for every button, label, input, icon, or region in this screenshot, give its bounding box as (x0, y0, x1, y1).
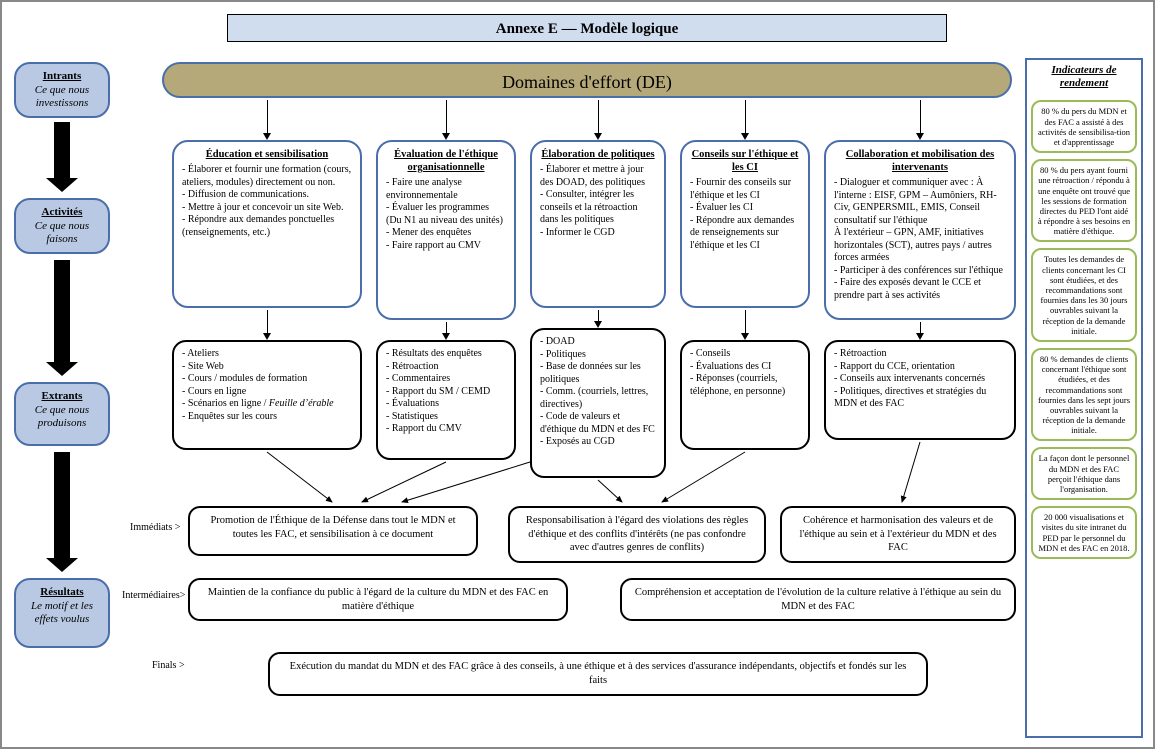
col-title-c2: Évaluation de l'éthique organisationnell… (386, 148, 506, 174)
result-int2: Compréhension et acceptation de l'évolut… (620, 578, 1016, 621)
arrow-act-to-out-0 (267, 310, 268, 334)
indicators-panel: Indicateurs de rendement 80 % du pers du… (1025, 58, 1143, 738)
activity-box-c4: Conseils sur l'éthique et les CI - Fourni… (680, 140, 810, 308)
indicator-3: 80 % demandes de clients concernant l'ét… (1031, 348, 1137, 442)
side-resultats: Résultats Le motif et les effets voulus (14, 578, 110, 648)
side-arrow-2 (54, 260, 70, 364)
output-box-c2: - Résultats des enquêtes - Rétroaction -… (376, 340, 516, 460)
output-box-c1: - Ateliers- Site Web- Cours / modules de… (172, 340, 362, 450)
indicator-1: 80 % du pers ayant fourni une rétroactio… (1031, 159, 1137, 242)
col-act-text-c4: - Fournir des conseils sur l'éthique et … (690, 177, 800, 252)
result-imm3: Cohérence et harmonisation des valeurs e… (780, 506, 1016, 563)
label-finals: Finals > (152, 660, 185, 671)
indicators-title: Indicateurs de rendement (1027, 60, 1141, 94)
arrow-band-to-act-3 (745, 100, 746, 134)
indicator-0: 80 % du pers du MDN et des FAC a assisté… (1031, 100, 1137, 153)
activity-box-c3: Élaboration de politiques - Élaborer et m… (530, 140, 666, 308)
label-immediats: Immédiats > (130, 522, 180, 533)
col-title-c4: Conseils sur l'éthique et les CI (690, 148, 800, 174)
output-box-c3: - DOAD - Politiques - Base de données su… (530, 328, 666, 478)
col-out-text-c2: - Résultats des enquêtes - Rétroaction -… (386, 348, 506, 436)
col-act-text-c1: - Élaborer et fournir une formation (cou… (182, 164, 352, 239)
arrow-band-to-act-1 (446, 100, 447, 134)
result-int1: Maintien de la confiance du public à l'é… (188, 578, 568, 621)
col-out-text-c5: - Rétroaction - Rapport du CCE, orientat… (834, 348, 1006, 411)
side-activites: Activités Ce que nous faisons (14, 198, 110, 254)
arrow-band-to-act-2 (598, 100, 599, 134)
arrow-band-to-act-0 (267, 100, 268, 134)
arrow-act-to-out-3 (745, 310, 746, 334)
output-box-c5: - Rétroaction - Rapport du CCE, orientat… (824, 340, 1016, 440)
activity-box-c1: Éducation et sensibilisation - Élaborer e… (172, 140, 362, 308)
col-out-text-c4: - Conseils - Évaluations des CI - Répons… (690, 348, 800, 398)
result-imm2: Responsabilisation à l'égard des violati… (508, 506, 766, 563)
result-imm1: Promotion de l'Éthique de la Défense dan… (188, 506, 478, 556)
side-intrants-sub: Ce que nous investissons (20, 84, 104, 110)
arrow-act-to-out-2 (598, 310, 599, 322)
side-extrants-sub: Ce que nous produisons (20, 404, 104, 430)
side-activites-sub: Ce que nous faisons (20, 220, 104, 246)
col-act-text-c2: - Faire une analyse environnementale - É… (386, 177, 506, 252)
activity-box-c2: Évaluation de l'éthique organisationnell… (376, 140, 516, 320)
col-act-text-c5: - Dialoguer et communiquer avec : À l'in… (834, 177, 1006, 302)
side-extrants: Extrants Ce que nous produisons (14, 382, 110, 446)
side-arrow-3 (54, 452, 70, 560)
side-arrow-1 (54, 122, 70, 180)
col-out-text-c1: - Ateliers- Site Web- Cours / modules de… (182, 348, 352, 423)
arrow-act-to-out-1 (446, 322, 447, 334)
page-title: Annexe E — Modèle logique (227, 14, 947, 42)
arrow-band-to-act-4 (920, 100, 921, 134)
col-act-text-c3: - Élaborer et mettre à jour des DOAD, de… (540, 164, 656, 239)
col-title-c1: Éducation et sensibilisation (182, 148, 352, 161)
side-intrants-title: Intrants (20, 70, 104, 82)
col-title-c3: Élaboration de politiques (540, 148, 656, 161)
indicator-2: Toutes les demandes de clients concernan… (1031, 248, 1137, 342)
side-intrants: Intrants Ce que nous investissons (14, 62, 110, 118)
side-resultats-sub: Le motif et les effets voulus (20, 600, 104, 626)
page-container: Annexe E — Modèle logique Intrants Ce qu… (0, 0, 1155, 749)
output-box-c4: - Conseils - Évaluations des CI - Répons… (680, 340, 810, 450)
indicator-5: 20 000 visualisations et visites du site… (1031, 506, 1137, 559)
indicator-4: La façon dont le personnel du MDN et des… (1031, 447, 1137, 500)
side-activites-title: Activités (20, 206, 104, 218)
side-resultats-title: Résultats (20, 586, 104, 598)
col-out-text-c3: - DOAD - Politiques - Base de données su… (540, 336, 656, 449)
col-title-c5: Collaboration et mobilisation des interv… (834, 148, 1006, 174)
label-intermediaires: Intermédiaires> (122, 590, 185, 601)
result-fin: Exécution du mandat du MDN et des FAC gr… (268, 652, 928, 696)
de-band: Domaines d'effort (DE) (162, 62, 1012, 98)
activity-box-c5: Collaboration et mobilisation des interv… (824, 140, 1016, 320)
arrow-act-to-out-4 (920, 322, 921, 334)
side-extrants-title: Extrants (20, 390, 104, 402)
